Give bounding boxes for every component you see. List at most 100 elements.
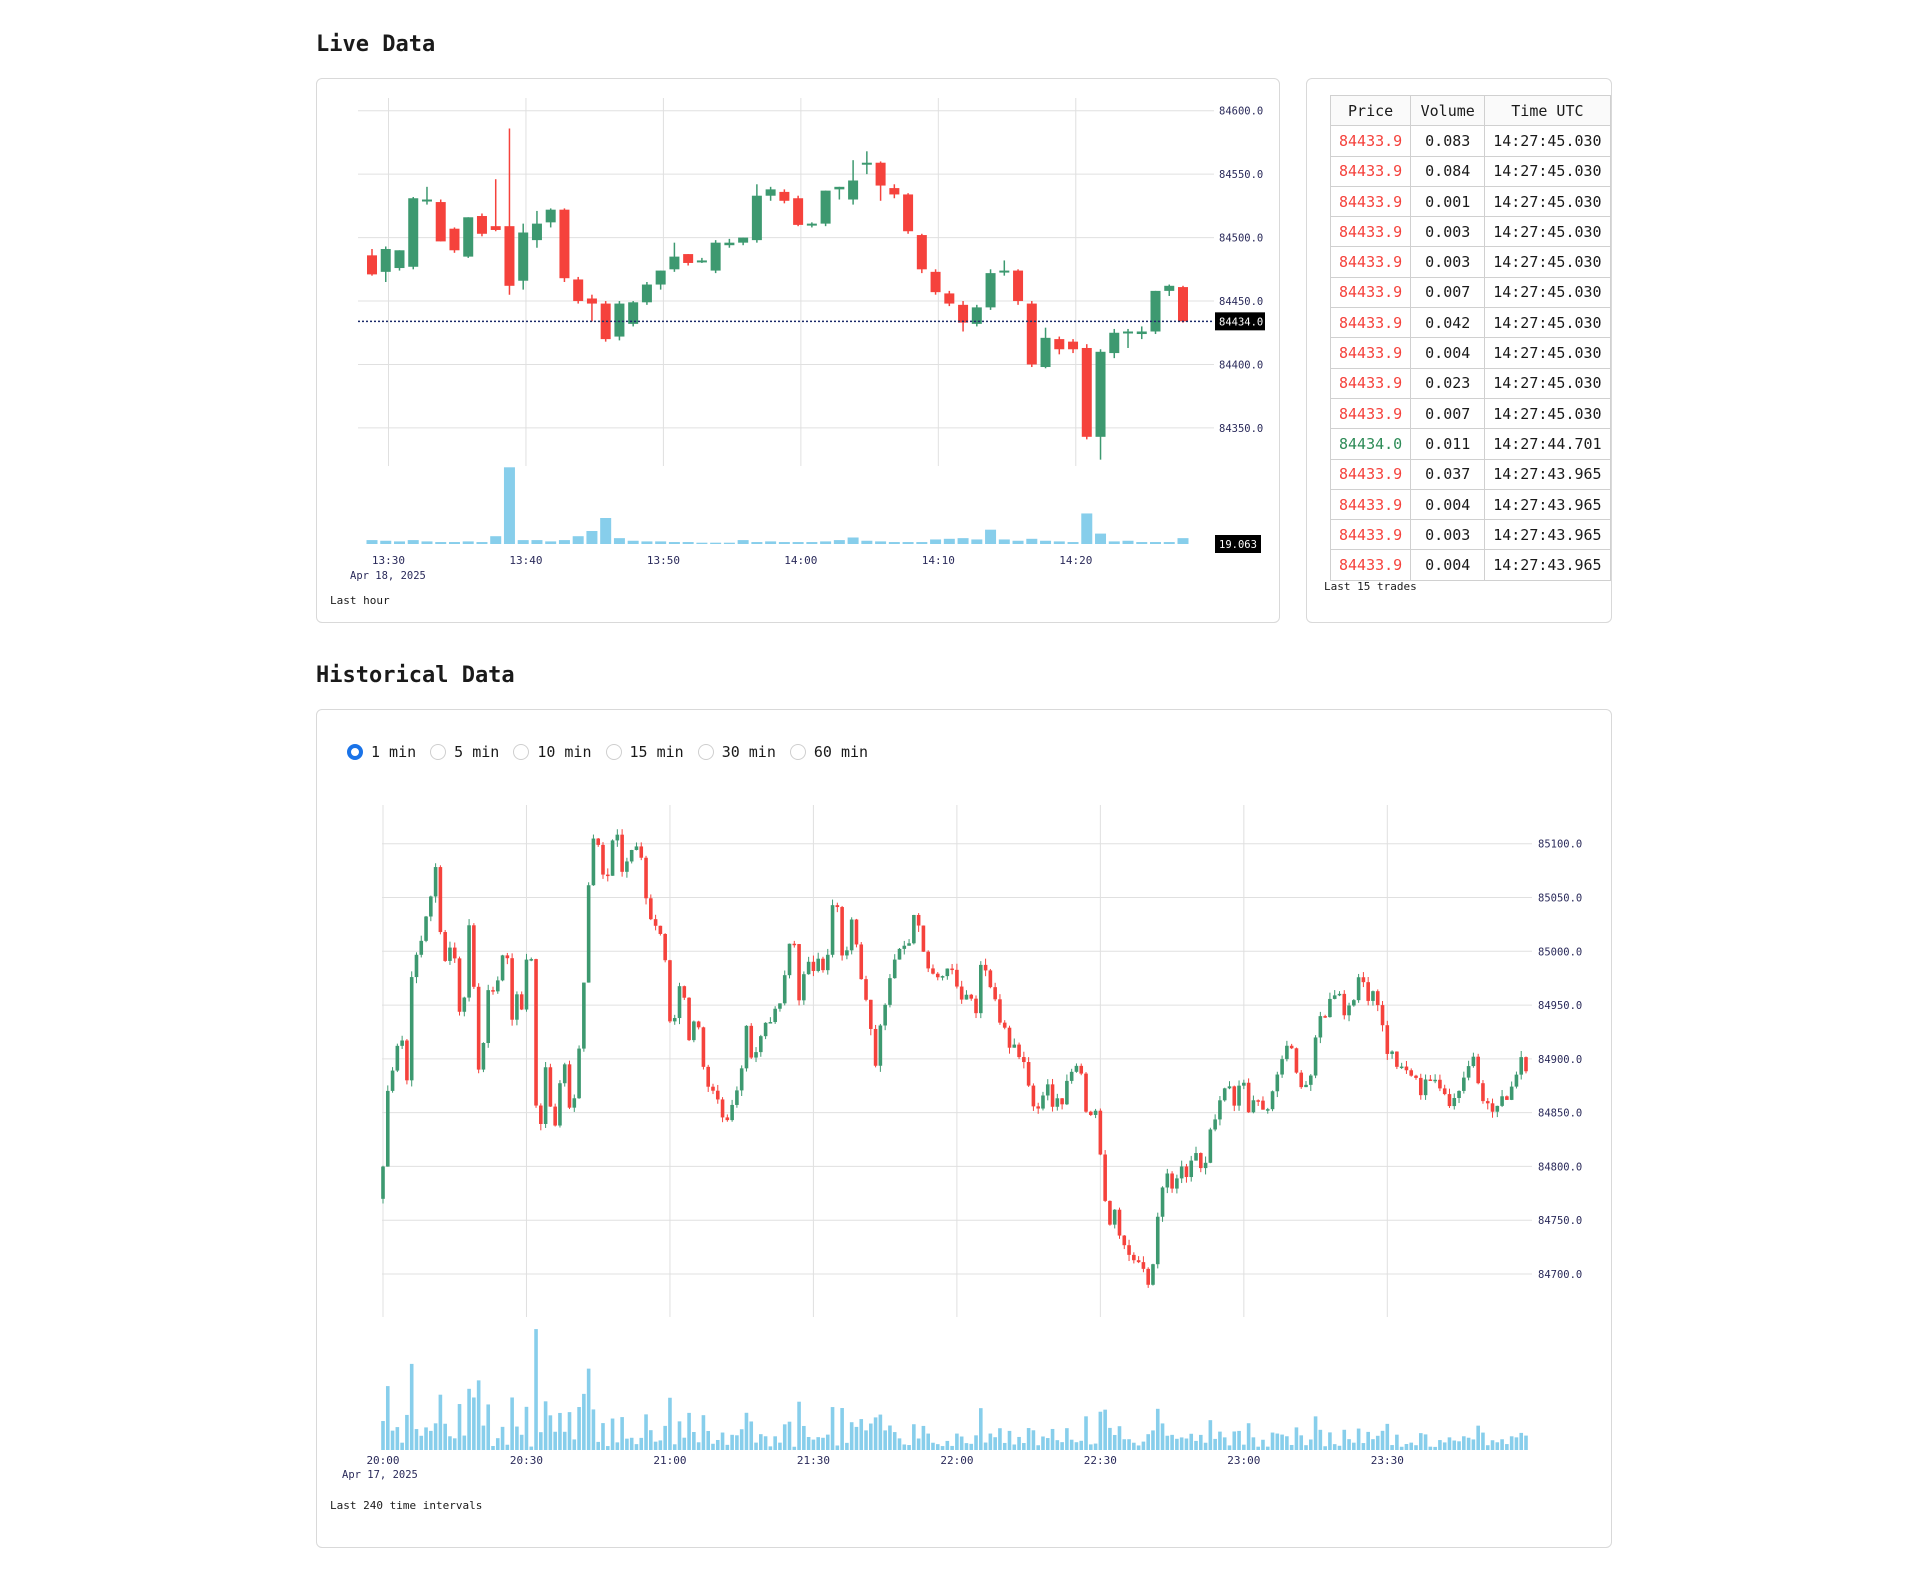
volume-bar bbox=[1285, 1436, 1289, 1450]
trade-volume: 0.037 bbox=[1410, 458, 1486, 490]
volume-bar bbox=[737, 540, 749, 544]
candle-body bbox=[620, 834, 624, 872]
volume-bar bbox=[491, 1446, 495, 1450]
volume-bar bbox=[1160, 1423, 1165, 1450]
trade-price: 84434.0 bbox=[1329, 428, 1412, 460]
trade-price: 84433.9 bbox=[1329, 307, 1412, 339]
trade-time: 14:27:43.965 bbox=[1484, 458, 1611, 490]
volume-bar bbox=[407, 540, 419, 544]
candle-body bbox=[1366, 982, 1370, 1001]
time-header: Time UTC bbox=[1484, 94, 1611, 127]
volume-bar bbox=[486, 1404, 491, 1450]
interval-option[interactable]: 10 min bbox=[513, 743, 592, 761]
candle-body bbox=[1270, 1091, 1275, 1110]
candle-body bbox=[443, 932, 447, 961]
volume-bar bbox=[505, 1444, 510, 1450]
radio-circle-icon[interactable] bbox=[697, 744, 714, 760]
volume-bar bbox=[414, 1429, 419, 1450]
volume-bar bbox=[500, 1426, 505, 1450]
x-tick-label: 13:40 bbox=[509, 554, 542, 567]
candle-body bbox=[1084, 1073, 1088, 1112]
volume-bar bbox=[1007, 1430, 1012, 1450]
candle-body bbox=[835, 905, 840, 908]
trade-price: 84433.9 bbox=[1329, 155, 1412, 187]
volume-bar bbox=[519, 1434, 524, 1450]
interval-option[interactable]: 15 min bbox=[605, 743, 684, 761]
volume-bar bbox=[1012, 540, 1024, 544]
volume-bar bbox=[467, 1388, 471, 1450]
candle-body bbox=[816, 958, 821, 971]
volume-bar bbox=[1399, 1446, 1404, 1450]
volume-bar bbox=[1163, 542, 1175, 544]
volume-bar bbox=[935, 1444, 940, 1450]
trade-row: 84433.9 0.003 14:27:43.965 bbox=[1329, 519, 1611, 551]
candle-body bbox=[424, 916, 428, 941]
candle-body bbox=[1342, 993, 1347, 1016]
candle-body bbox=[582, 982, 586, 1049]
volume-bar bbox=[820, 541, 832, 544]
volume-bar bbox=[720, 1432, 725, 1450]
volume-bar bbox=[945, 1440, 950, 1450]
candle-body bbox=[1160, 1187, 1165, 1217]
candle-body bbox=[539, 1105, 543, 1124]
y-tick-label: 84950.0 bbox=[1538, 1000, 1582, 1012]
radio-circle-icon[interactable] bbox=[605, 744, 622, 760]
candle-body bbox=[682, 986, 687, 998]
candle-body bbox=[1227, 1086, 1232, 1089]
trade-time: 14:27:45.030 bbox=[1484, 185, 1611, 218]
volume-bar bbox=[1490, 1440, 1495, 1450]
historical-candlestick-chart[interactable]: 85100.0 85050.0 85000.0 84950.0 84900.0 84850… bbox=[316, 709, 1612, 1548]
trade-volume: 0.007 bbox=[1410, 276, 1486, 309]
candle-body bbox=[421, 199, 432, 202]
candle-body bbox=[912, 914, 916, 944]
volume-bar bbox=[534, 1329, 538, 1450]
candle-body bbox=[701, 1027, 706, 1067]
volume-bar bbox=[366, 540, 378, 544]
volume-bar bbox=[1438, 1440, 1442, 1450]
candle-body bbox=[916, 235, 927, 270]
candle-body bbox=[1332, 995, 1337, 999]
candle-body bbox=[849, 919, 854, 951]
y-tick-label: 85000.0 bbox=[1538, 946, 1582, 958]
candle-body bbox=[959, 986, 964, 1000]
radio-circle-icon[interactable] bbox=[789, 744, 806, 760]
live-chart-caption: Last hour bbox=[330, 594, 390, 607]
candle-body bbox=[950, 968, 954, 971]
candle-body bbox=[944, 293, 955, 304]
candle-body bbox=[1194, 1153, 1198, 1161]
volume-bar bbox=[1227, 1445, 1232, 1450]
interval-option[interactable]: 1 min bbox=[347, 743, 416, 761]
volume-bar bbox=[586, 1368, 591, 1450]
volume-bar bbox=[1323, 1446, 1327, 1450]
candle-body bbox=[883, 1004, 887, 1026]
candle-body bbox=[821, 958, 825, 971]
live-candlestick-chart[interactable]: 84600.0 84550.0 84500.0 84450.0 84400.0 84350… bbox=[316, 78, 1280, 623]
x-tick-label: 14:20 bbox=[1059, 554, 1092, 567]
trade-time: 14:27:45.030 bbox=[1484, 397, 1611, 430]
volume-bar bbox=[1026, 1428, 1031, 1450]
volume-bar bbox=[845, 1442, 849, 1450]
radio-circle-icon[interactable] bbox=[430, 744, 447, 760]
candle-body bbox=[614, 303, 625, 337]
radio-circle-icon[interactable] bbox=[513, 744, 530, 760]
x-tick-label: 20:00 bbox=[366, 1454, 399, 1467]
candle-body bbox=[931, 968, 935, 974]
radio-circle-icon[interactable] bbox=[347, 744, 363, 760]
volume-bar bbox=[706, 1431, 711, 1450]
candle-body bbox=[1081, 347, 1092, 437]
candle-body bbox=[1347, 1005, 1351, 1016]
interval-label: 60 min bbox=[813, 743, 869, 761]
volume-bar bbox=[558, 1412, 562, 1450]
candle-body bbox=[859, 944, 864, 980]
candle-body bbox=[462, 997, 467, 1012]
volume-bar bbox=[395, 1427, 400, 1450]
volume-bar bbox=[1514, 1437, 1519, 1450]
volume-bar bbox=[1002, 1442, 1007, 1450]
trade-volume: 0.083 bbox=[1410, 125, 1486, 157]
historical-chart-caption: Last 240 time intervals bbox=[330, 1499, 483, 1512]
interval-option[interactable]: 30 min bbox=[697, 743, 776, 761]
candle-body bbox=[964, 994, 969, 1000]
candle-body bbox=[1505, 1096, 1509, 1100]
interval-option[interactable]: 60 min bbox=[789, 743, 869, 761]
interval-option[interactable]: 5 min bbox=[430, 743, 499, 761]
